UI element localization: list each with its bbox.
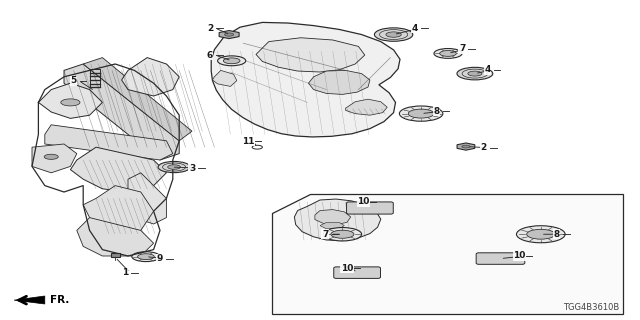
Ellipse shape [527,229,555,239]
Ellipse shape [434,49,462,58]
Ellipse shape [386,32,401,37]
FancyBboxPatch shape [347,202,393,214]
Polygon shape [294,199,381,241]
Polygon shape [212,70,237,86]
Ellipse shape [516,226,565,243]
Text: 5: 5 [70,76,77,85]
Ellipse shape [61,99,80,106]
Text: 6: 6 [207,51,213,60]
Text: 3: 3 [189,164,195,172]
Text: 8: 8 [554,230,560,239]
Text: 4: 4 [484,65,491,74]
Ellipse shape [218,56,246,66]
Text: 9: 9 [157,254,163,263]
Polygon shape [45,125,173,160]
Ellipse shape [331,230,354,238]
Ellipse shape [44,154,58,159]
Polygon shape [308,70,370,94]
Ellipse shape [374,28,413,41]
Polygon shape [346,99,387,115]
Ellipse shape [223,58,240,64]
Ellipse shape [158,162,190,173]
FancyBboxPatch shape [334,267,380,278]
Text: 11: 11 [242,137,255,146]
Ellipse shape [468,71,482,76]
Text: 1: 1 [122,268,128,277]
Ellipse shape [323,228,362,241]
Ellipse shape [399,106,443,121]
Polygon shape [83,186,154,237]
Text: 10: 10 [513,252,526,260]
Text: TGG4B3610B: TGG4B3610B [563,303,620,312]
Polygon shape [14,296,45,304]
Ellipse shape [462,145,470,148]
Polygon shape [64,64,179,160]
Polygon shape [38,83,102,118]
Text: 2: 2 [207,24,213,33]
Bar [111,253,120,257]
Text: FR.: FR. [50,295,69,305]
Polygon shape [32,144,77,173]
Text: 10: 10 [340,264,353,273]
Text: 7: 7 [459,44,465,53]
Polygon shape [272,194,623,314]
Polygon shape [70,147,166,192]
FancyBboxPatch shape [476,253,525,264]
Polygon shape [256,38,365,72]
Text: 8: 8 [433,107,440,116]
Ellipse shape [440,51,456,56]
Text: 4: 4 [412,24,418,33]
Polygon shape [122,58,179,96]
Polygon shape [128,173,166,224]
Polygon shape [219,30,239,39]
Text: 10: 10 [357,197,370,206]
Text: 2: 2 [481,143,487,152]
Polygon shape [83,58,192,141]
Ellipse shape [457,67,493,80]
Ellipse shape [408,109,434,118]
Ellipse shape [168,165,180,169]
Polygon shape [315,210,351,225]
Polygon shape [77,218,154,256]
Polygon shape [211,22,400,137]
Polygon shape [320,222,344,229]
Ellipse shape [225,33,234,36]
Ellipse shape [138,254,154,260]
Ellipse shape [132,252,160,261]
Text: 7: 7 [322,230,328,239]
Polygon shape [457,143,475,150]
